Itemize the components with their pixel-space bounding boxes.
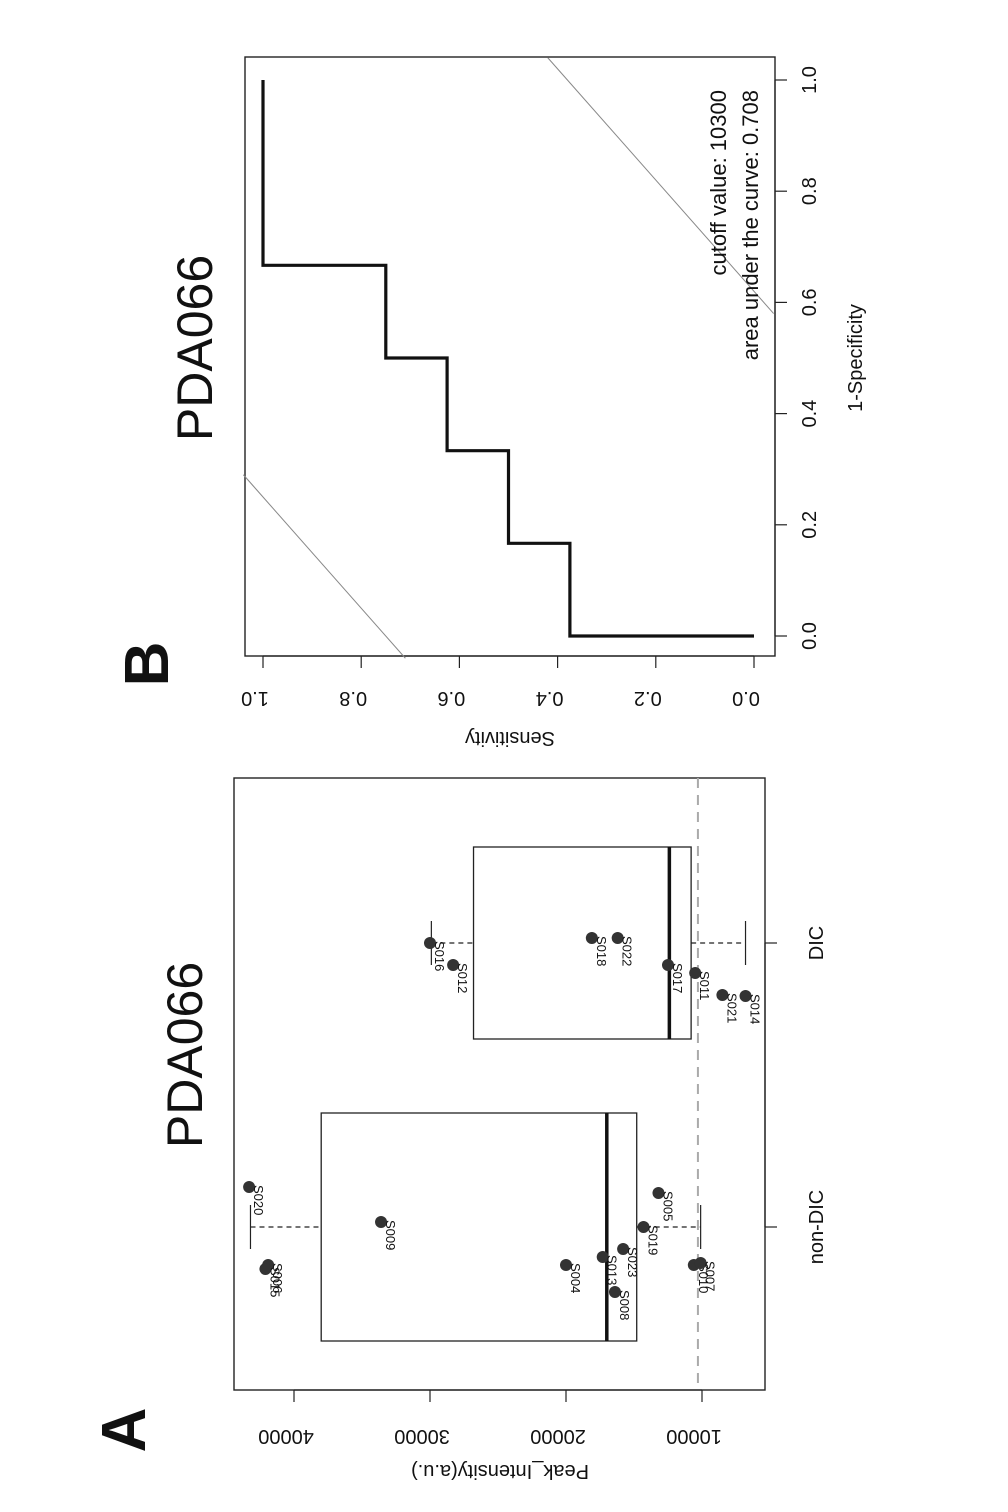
a-point-label: S020: [251, 1185, 266, 1215]
a-point-label: S009: [383, 1220, 398, 1250]
panel-a-boxes: [250, 778, 745, 1390]
a-y-tick-label: 30000: [394, 1425, 450, 1447]
panel-b-title: PDA066: [167, 255, 223, 441]
b-y-tick-label: 0.4: [536, 687, 564, 709]
panel-a-title: PDA066: [157, 962, 213, 1148]
a-point-label: S012: [455, 963, 470, 993]
b-roc-curve: [263, 80, 754, 636]
b-x-tick-label: 0.8: [799, 177, 821, 205]
b-reference-line: [243, 475, 405, 658]
panel-a-y-axis-label: Peak_Intensity(a.u.): [411, 1460, 589, 1482]
b-x-tick-label: 0.2: [799, 511, 821, 539]
a-y-tick-label: 20000: [530, 1425, 586, 1447]
panel-b: B PDA066 Sensitivity 1-Specificity 0.00.…: [113, 57, 867, 749]
a-point-label: S013: [605, 1255, 620, 1285]
b-y-tick-label: 0.6: [437, 687, 465, 709]
b-annotation-auc: area under the curve: 0.708: [738, 90, 763, 360]
a-y-tick-label: 10000: [666, 1425, 722, 1447]
a-point-label: S023: [625, 1247, 640, 1277]
b-x-tick-label: 1.0: [799, 66, 821, 94]
a-x-tick-label: DIC: [806, 926, 828, 960]
panel-a-x-axis: non-DIC DIC: [765, 926, 828, 1264]
a-point-label: S022: [620, 936, 635, 966]
a-point-label: S004: [568, 1263, 583, 1293]
a-point-label: S019: [646, 1225, 661, 1255]
panel-a-letter: A: [90, 1408, 159, 1453]
a-point-label: S021: [724, 993, 739, 1023]
a-point-label: S005: [660, 1191, 675, 1221]
a-point-label: S011: [697, 971, 712, 1000]
panel-b-letter: B: [113, 642, 182, 687]
panel-b-y-axis: 0.0 0.2 0.4 0.6 0.8 1.0: [241, 656, 760, 709]
panel-b-x-axis: 0.0 0.2 0.4 0.6 0.8 1.0: [775, 66, 821, 650]
panel-a-y-axis: 10000 20000 30000 40000: [258, 1390, 722, 1447]
b-x-tick-label: 0.6: [799, 288, 821, 316]
a-box: [321, 1113, 637, 1341]
b-y-tick-label: 1.0: [241, 687, 269, 709]
b-annotation-cutoff: cutoff value: 10300: [706, 90, 731, 276]
b-x-tick-label: 0.4: [799, 400, 821, 428]
panel-b-reference-lines: [243, 58, 773, 658]
panel-b-roc: [263, 80, 754, 636]
b-x-tick-label: 0.0: [799, 622, 821, 650]
b-y-tick-label: 0.0: [732, 687, 760, 709]
a-x-tick-label: non-DIC: [806, 1190, 828, 1264]
a-point-label: S014: [748, 994, 763, 1024]
b-y-tick-label: 0.2: [634, 687, 662, 709]
a-point-label: S017: [670, 963, 685, 993]
a-point-label: S016: [432, 941, 447, 971]
a-point-label: S015: [267, 1267, 282, 1297]
a-point-label: S008: [617, 1290, 632, 1320]
b-y-tick-label: 0.8: [339, 687, 367, 709]
a-y-tick-label: 40000: [258, 1425, 314, 1447]
panel-b-y-axis-label: Sensitivity: [465, 727, 555, 749]
panel-b-annotations: cutoff value: 10300 area under the curve:…: [706, 90, 763, 360]
a-point-label: S018: [594, 936, 609, 966]
panel-b-x-axis-label: 1-Specificity: [845, 304, 867, 412]
a-point-label: S007: [703, 1261, 718, 1291]
a-box: [474, 847, 692, 1039]
panel-a: A PDA066 Peak_Intensity(a.u.) 10000 20000…: [90, 778, 828, 1482]
